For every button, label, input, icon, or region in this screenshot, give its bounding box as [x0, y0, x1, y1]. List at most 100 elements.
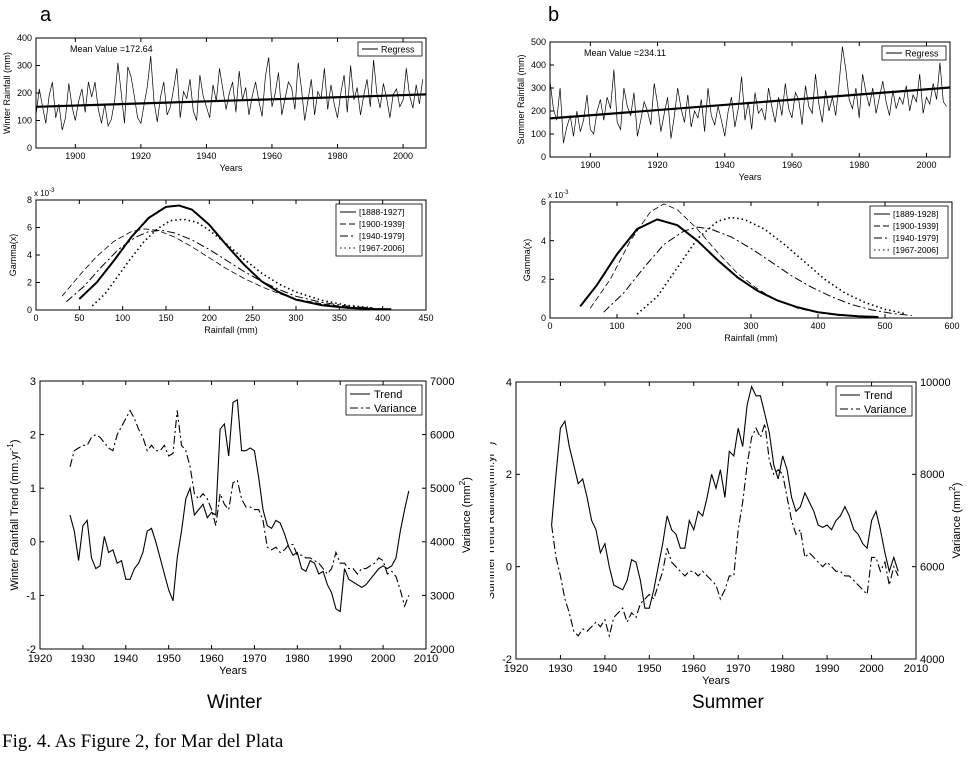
- summer-series-xlabel: Years: [739, 172, 762, 182]
- winter-tv-ytick-label: 4000: [430, 537, 454, 549]
- winter-gamma-xtick-label: 300: [288, 313, 303, 323]
- summer-tv-ytick-label: 6000: [920, 562, 944, 574]
- winter-series-xtick-label: 1900: [65, 151, 85, 161]
- winter-tv-xtick-label: 1930: [71, 653, 95, 665]
- winter-tv-legend-box: [345, 384, 423, 416]
- winter-series-rainfall-line: [35, 55, 424, 131]
- summer-gamma-y-exponent: x 10-3: [548, 190, 569, 200]
- summer-tv-ytick-label: 0: [506, 562, 512, 574]
- winter-gamma-xtick-label: 0: [33, 313, 38, 323]
- winter-gamma-ytick-label: 8: [27, 195, 32, 205]
- summer-series-xtick-label: 1920: [648, 160, 668, 170]
- winter-tv-xtick-label: 1960: [199, 653, 223, 665]
- winter-tv-xtick-label: 2000: [371, 653, 395, 665]
- winter-gamma-xtick-label: 450: [418, 313, 433, 323]
- summer-series-ylabel: Summer Rainfall (mm): [516, 54, 526, 144]
- summer-gamma-legend-label-3: [1967-2006]: [893, 245, 938, 255]
- winter-series-ylabel: Winter Rainfall (mm): [2, 52, 12, 134]
- winter-tv-ytick-label: 3000: [430, 590, 454, 602]
- winter-series-xtick-label: 1940: [196, 151, 216, 161]
- winter-gamma-curve-2: [65, 229, 375, 309]
- summer-tv-xtick-label: 1940: [593, 663, 617, 675]
- summer-tv-legend-label-0: Trend: [864, 390, 892, 402]
- winter-gamma-xtick-label: 150: [158, 313, 173, 323]
- summer-rainfall-series-chart: 1900 1920 1940 1960 1980 2000 0 100 200 300 400 500…: [516, 37, 951, 182]
- summer-gamma-xtick-label: 600: [944, 321, 959, 331]
- summer-tv-xtick-label: 1920: [504, 663, 528, 675]
- summer-tv-ytick-label: -2: [502, 654, 512, 666]
- summer-series-xtick-label: 1900: [580, 160, 600, 170]
- winter-series-ytick-label: 0: [27, 143, 32, 153]
- winter-series-xtick-label: 1920: [131, 151, 151, 161]
- summer-tv-xtick-label: 1960: [682, 663, 706, 675]
- winter-tv-ytick-label: -1: [26, 590, 36, 602]
- winter-tv-legend-label-1: Variance: [374, 403, 417, 415]
- winter-gamma-curve-1: [61, 228, 375, 309]
- winter-series-xtick-label: 2000: [393, 151, 413, 161]
- winter-gamma-xtick-label: 200: [202, 313, 217, 323]
- summer-gamma-ylabel: Gamma(x): [522, 239, 532, 282]
- winter-gamma-ytick-label: 4: [27, 250, 32, 260]
- summer-series-xtick-label: 1960: [782, 160, 802, 170]
- summer-gamma-xtick-label: 300: [743, 321, 758, 331]
- summer-gamma-ytick-label: 4: [541, 236, 546, 246]
- winter-gamma-xtick-label: 250: [245, 313, 260, 323]
- summer-tv-legend-label-1: Variance: [864, 404, 907, 416]
- summer-gamma-ytick-label: 6: [541, 197, 546, 207]
- winter-tv-ytick-label: 2000: [430, 644, 454, 656]
- summer-gamma-legend-label-2: [1940-1979]: [893, 233, 938, 243]
- summer-tv-ylabel-right: Variance (mm2): [948, 483, 963, 559]
- summer-tv-xtick-label: 1970: [726, 663, 750, 675]
- summer-tv-legend-box: [835, 385, 913, 417]
- summer-gamma-curve-1: [589, 203, 879, 318]
- summer-gamma-xlabel: Rainfall (mm): [724, 333, 778, 342]
- winter-tv-xtick-label: 2010: [414, 653, 438, 665]
- summer-tv-ytick-label: 4000: [920, 654, 944, 666]
- summer-gamma-ytick-label: 2: [541, 274, 546, 284]
- winter-tv-xtick-label: 1940: [114, 653, 138, 665]
- summer-series-xtick-label: 1980: [849, 160, 869, 170]
- summer-gamma-xtick-label: 0: [547, 321, 552, 331]
- summer-gamma-xtick-label: 100: [609, 321, 624, 331]
- summer-series-xtick-label: 1940: [715, 160, 735, 170]
- figure-caption: Fig. 4. As Figure 2, for Mar del Plata: [2, 731, 284, 752]
- summer-gamma-legend-label-1: [1900-1939]: [893, 221, 938, 231]
- winter-gamma-curve-0: [78, 204, 392, 311]
- winter-gamma-y-exponent: x 10-3: [34, 188, 55, 198]
- winter-gamma-xtick-label: 400: [375, 313, 390, 323]
- winter-tv-plot-frame: [39, 380, 427, 650]
- winter-tv-xtick-label: 1990: [328, 653, 352, 665]
- summer-series-regression-line: [549, 86, 951, 120]
- summer-tv-ytick-label: 8000: [920, 469, 944, 481]
- winter-series-regression-line: [35, 93, 427, 108]
- winter-gamma-legend-label-0: [1888-1927]: [359, 207, 404, 217]
- summer-tv-variance-line: [551, 423, 899, 639]
- winter-gamma-xtick-label: 100: [115, 313, 130, 323]
- summer-gamma-xtick-label: 500: [877, 321, 892, 331]
- summer-series-ytick-label: 500: [531, 37, 546, 47]
- winter-tv-xtick-label: 1980: [285, 653, 309, 665]
- winter-tv-ytick-label: -2: [26, 644, 36, 656]
- winter-series-xtick-label: 1980: [327, 151, 347, 161]
- summer-gamma-ytick-label: 0: [541, 313, 546, 323]
- winter-tv-ytick-label: 5000: [430, 483, 454, 495]
- winter-gamma-xtick-label: 50: [74, 313, 84, 323]
- winter-series-mean-annotation: Mean Value =172.64: [70, 44, 153, 54]
- panel-letter-b: b: [548, 4, 560, 26]
- summer-series-mean-annotation: Mean Value =234.11: [584, 48, 666, 58]
- winter-gamma-ytick-label: 2: [27, 278, 32, 288]
- summer-series-legend-label: Regress: [905, 49, 939, 59]
- summer-tv-xtick-label: 1980: [770, 663, 794, 675]
- summer-series-ytick-label: 0: [541, 152, 546, 162]
- summer-trend-variance-chart: 1920 1930 1940 1950 1960 1970 1980 1990 2000 2010…: [490, 377, 963, 687]
- summer-gamma-legend-box: [869, 205, 949, 259]
- winter-series-xtick-label: 1960: [262, 151, 282, 161]
- winter-tv-ytick-label: 7000: [430, 376, 454, 388]
- winter-tv-variance-line: [69, 409, 410, 608]
- winter-tv-legend-label-0: Trend: [374, 389, 402, 401]
- winter-gamma-ytick-label: 6: [27, 223, 32, 233]
- summer-tv-plot-frame: [515, 381, 917, 660]
- winter-series-ytick-label: 200: [17, 88, 32, 98]
- summer-tv-ytick-label: 4: [506, 377, 512, 389]
